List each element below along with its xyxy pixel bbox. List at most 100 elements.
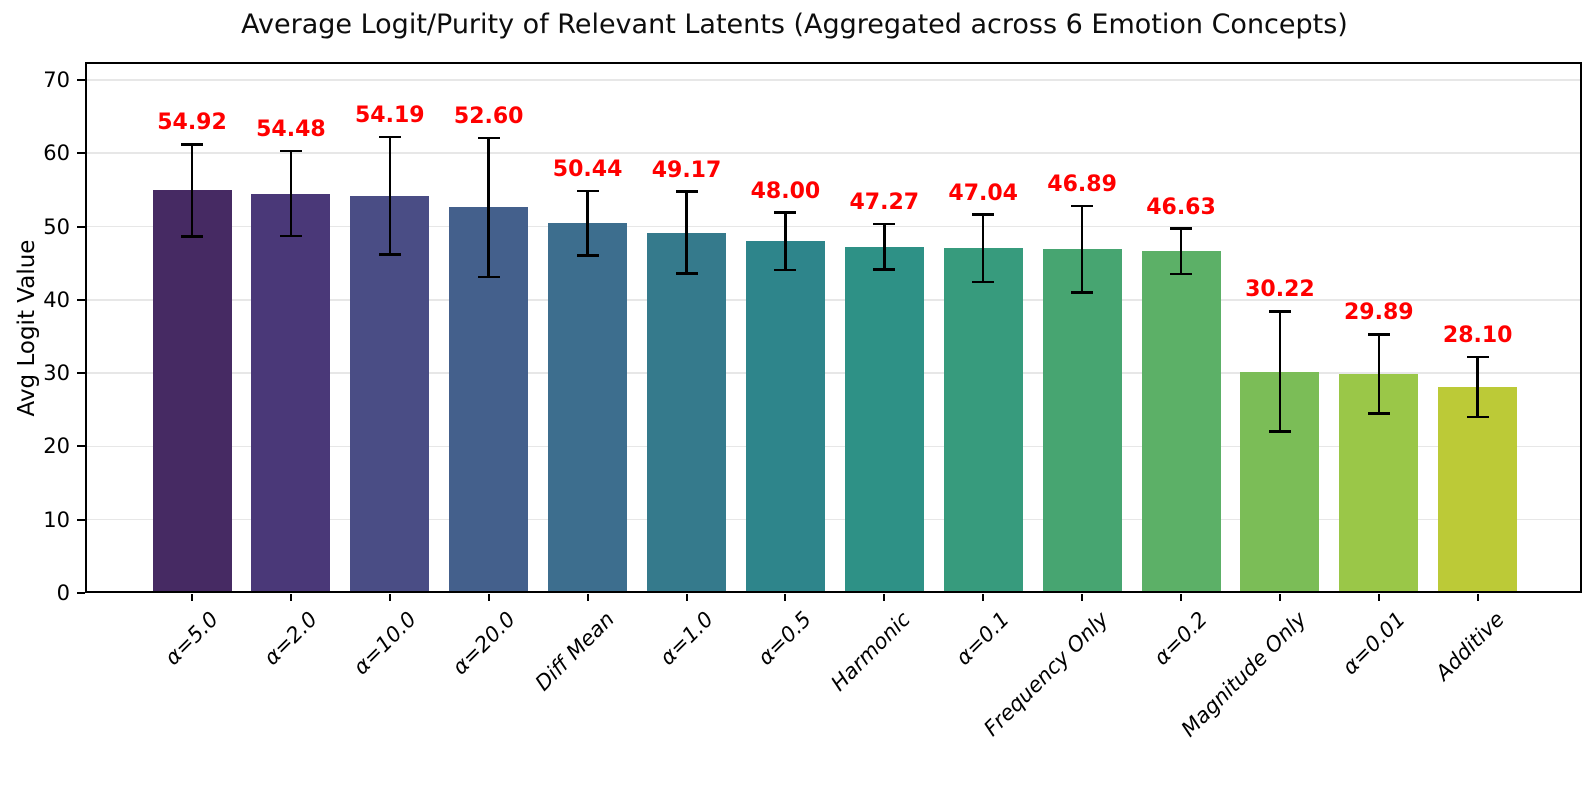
bar	[152, 190, 232, 593]
y-tick-label: 60	[43, 141, 70, 166]
error-bar-cap-top	[1268, 310, 1291, 313]
bar	[745, 241, 825, 593]
error-bar-cap-bottom	[1268, 430, 1291, 433]
x-tick-label: α=10.0	[348, 607, 421, 680]
error-bar-cap-top	[675, 190, 698, 193]
x-tick-label: Frequency Only	[979, 607, 1114, 741]
y-tick	[77, 225, 85, 228]
value-label: 47.04	[948, 180, 1018, 206]
value-label: 54.48	[256, 117, 326, 143]
gridline	[87, 225, 1580, 228]
bar	[1438, 387, 1518, 593]
value-label: 28.10	[1442, 323, 1513, 348]
x-tick	[1081, 594, 1084, 601]
y-tick	[77, 445, 85, 448]
x-tick	[883, 594, 886, 601]
bar	[1141, 251, 1221, 593]
error-bar	[487, 137, 490, 278]
x-tick-label: α=0.01	[1337, 607, 1410, 680]
error-bar	[190, 144, 194, 237]
value-label: 52.60	[453, 103, 524, 129]
gridline	[87, 372, 1580, 374]
error-bar	[289, 151, 293, 237]
y-axis-label: Avg Logit Value	[14, 239, 40, 417]
gridline	[87, 518, 1580, 521]
y-tick	[77, 78, 85, 81]
error-bar-cap-top	[477, 136, 500, 140]
value-label: 48.00	[750, 178, 821, 204]
x-tick-label: α=0.2	[1149, 607, 1212, 670]
error-bar-cap-top	[279, 149, 302, 153]
gridline	[87, 445, 1580, 448]
value-label: 49.17	[651, 157, 722, 183]
error-bar-cap-bottom	[774, 268, 797, 272]
x-tick-label: α=5.0	[160, 607, 223, 670]
value-label: 54.92	[157, 110, 227, 136]
bar	[943, 248, 1023, 593]
bar	[350, 195, 430, 593]
x-tick-label: Harmonic	[826, 607, 916, 696]
y-tick-label: 10	[43, 507, 70, 532]
x-tick-label: α=0.5	[753, 607, 817, 670]
y-tick	[77, 152, 85, 155]
x-tick	[191, 594, 193, 601]
value-label: 46.63	[1146, 194, 1216, 220]
x-tick	[1377, 594, 1380, 601]
x-tick-label: α=2.0	[259, 607, 322, 670]
error-bar-cap-bottom	[1367, 412, 1390, 415]
y-tick-label: 0	[56, 581, 70, 605]
bar	[844, 246, 924, 593]
error-bar-cap-bottom	[873, 268, 896, 271]
chart-title: Average Logit/Purity of Relevant Latents…	[241, 9, 1348, 40]
error-bar-cap-top	[972, 213, 995, 216]
value-label: 50.44	[552, 157, 623, 183]
x-tick-label: Magnitude Only	[1176, 607, 1311, 742]
error-bar	[586, 191, 589, 256]
x-tick	[1278, 594, 1281, 601]
x-tick	[487, 594, 490, 601]
error-bar-cap-bottom	[675, 272, 698, 275]
y-tick-label: 30	[43, 361, 70, 386]
error-bar-cap-top	[576, 189, 599, 193]
value-label: 46.89	[1047, 172, 1117, 198]
error-bar	[388, 137, 392, 255]
error-bar	[784, 212, 787, 270]
gridline	[87, 79, 1580, 81]
error-bar-cap-bottom	[1170, 272, 1192, 276]
error-bar-cap-top	[774, 211, 797, 214]
error-bar-cap-bottom	[378, 253, 401, 256]
value-label: 30.22	[1245, 277, 1315, 303]
error-bar	[1278, 311, 1282, 432]
error-bar-cap-bottom	[576, 254, 599, 257]
error-bar	[883, 223, 886, 270]
error-bar	[1179, 228, 1183, 274]
y-tick	[77, 372, 85, 375]
x-tick-label: Additive	[1430, 607, 1509, 685]
y-tick-label: 70	[43, 67, 70, 92]
value-label: 29.89	[1344, 300, 1414, 326]
bar	[1042, 249, 1122, 593]
value-label: 54.19	[355, 103, 425, 129]
y-tick	[77, 592, 85, 594]
error-bar-cap-bottom	[972, 280, 995, 284]
y-tick-label: 20	[43, 434, 70, 459]
error-bar	[981, 214, 985, 282]
x-tick	[289, 594, 292, 601]
error-bar	[1377, 334, 1381, 414]
value-label: 47.27	[849, 189, 920, 215]
error-bar-cap-top	[1170, 227, 1192, 230]
error-bar	[1080, 206, 1084, 293]
bar	[647, 232, 726, 593]
x-tick-label: Diff Mean	[530, 607, 619, 696]
y-tick-label: 40	[43, 287, 70, 312]
error-bar-cap-top	[873, 222, 896, 226]
x-tick	[388, 594, 391, 601]
x-tick-label: α=0.1	[951, 607, 1015, 670]
y-tick	[77, 518, 85, 521]
x-tick-label: α=20.0	[447, 607, 520, 680]
error-bar	[685, 191, 688, 274]
x-tick	[1476, 594, 1479, 601]
error-bar-cap-top	[181, 143, 203, 146]
gridline	[87, 152, 1580, 154]
gridline	[87, 299, 1580, 301]
